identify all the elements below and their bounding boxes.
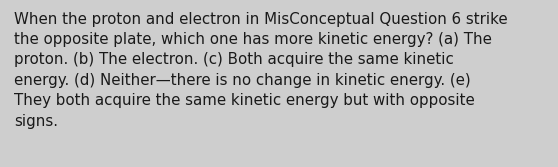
Text: When the proton and electron in MisConceptual Question 6 strike
the opposite pla: When the proton and electron in MisConce… [14,12,508,129]
